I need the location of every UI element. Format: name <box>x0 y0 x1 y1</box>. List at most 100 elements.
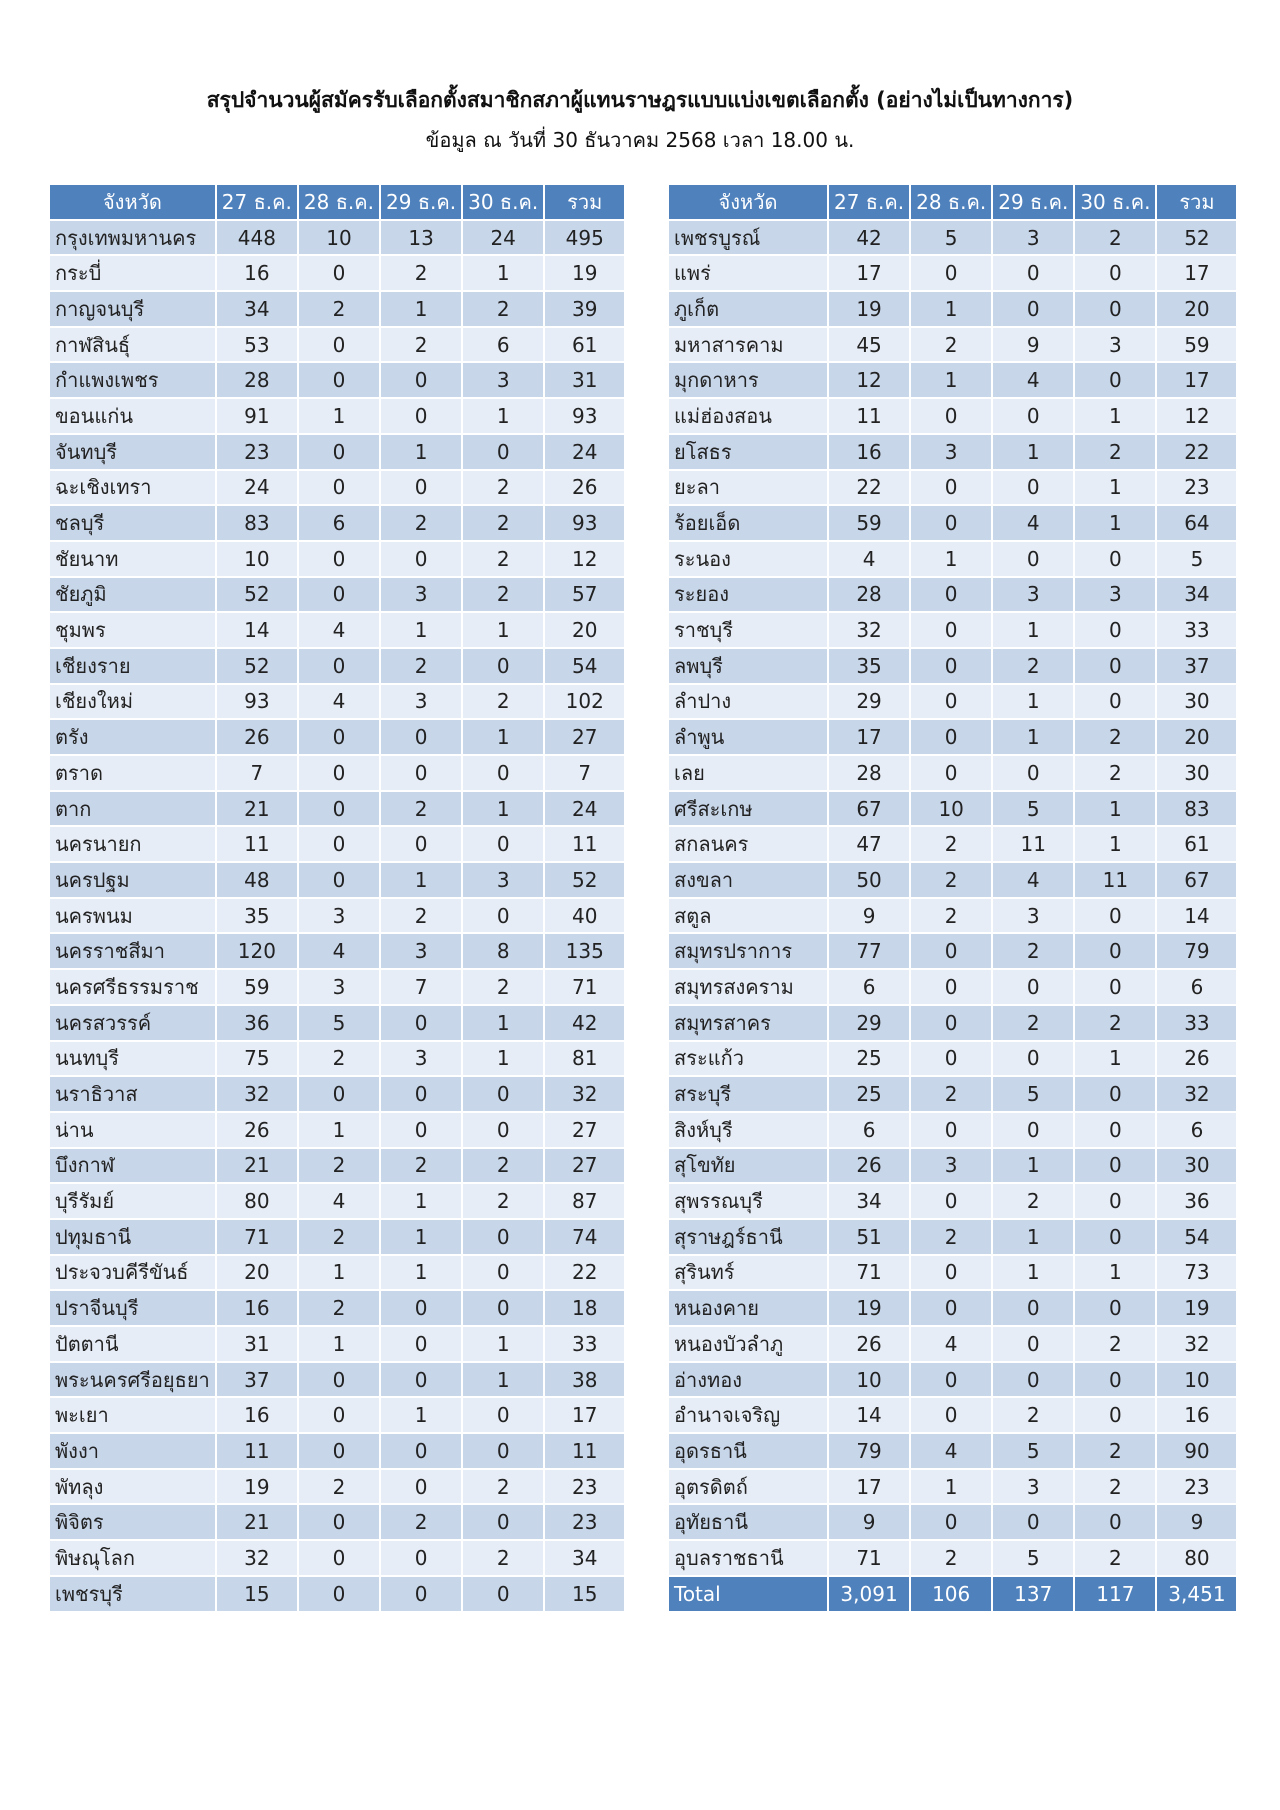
count-cell: 0 <box>296 861 382 899</box>
count-cell: 1 <box>461 1325 546 1363</box>
province-name: จันทบุรี <box>48 432 217 471</box>
count-cell: 1 <box>1073 1039 1158 1078</box>
data-row: กรุงเทพมหานคร 448 10 13 24 495 <box>48 218 627 257</box>
count-cell: 0 <box>909 1289 994 1327</box>
count-cell: 11 <box>214 1432 299 1470</box>
province-name: สุโขทัย <box>667 1146 829 1185</box>
count-cell: 0 <box>1073 1360 1158 1399</box>
province-name: ขอนแก่น <box>48 397 217 435</box>
count-cell: 1 <box>379 1217 464 1256</box>
data-row: บุรีรัมย์ 80 4 1 2 87 <box>48 1182 627 1220</box>
data-row: สงขลา 50 2 4 11 67 <box>667 861 1239 899</box>
count-cell: 39 <box>543 290 627 328</box>
data-row: นนทบุรี 75 2 3 1 81 <box>48 1039 627 1078</box>
count-cell: 11 <box>991 825 1076 864</box>
count-cell: 7 <box>214 754 299 792</box>
count-cell: 4 <box>296 682 382 721</box>
province-name: เลย <box>667 754 829 792</box>
count-cell: 0 <box>461 1396 546 1435</box>
province-name: ศรีสะเกษ <box>667 789 829 828</box>
count-cell: 59 <box>1155 325 1239 364</box>
count-cell: 2 <box>379 254 464 293</box>
count-cell: 0 <box>296 754 382 792</box>
count-cell: 33 <box>1155 611 1239 649</box>
province-name: ภูเก็ต <box>667 290 829 328</box>
count-cell: 0 <box>909 1003 994 1042</box>
data-row: อุทัยธานี 9 0 0 0 9 <box>667 1503 1239 1542</box>
count-cell: 0 <box>461 1432 546 1470</box>
count-cell: 93 <box>543 504 627 542</box>
count-cell: 12 <box>543 539 627 578</box>
count-cell: 0 <box>296 575 382 614</box>
count-cell: 21 <box>214 789 299 828</box>
count-cell: 0 <box>379 1432 464 1470</box>
data-row: แพร่ 17 0 0 0 17 <box>667 254 1239 293</box>
count-cell: 0 <box>1073 254 1158 293</box>
count-cell: 28 <box>214 361 299 400</box>
count-cell: 0 <box>296 1075 382 1113</box>
column-header: 29 ธ.ค. <box>379 183 464 221</box>
total-cell: 106 <box>909 1574 994 1613</box>
province-name: กาญจนบุรี <box>48 290 217 328</box>
data-row: อุบลราชธานี 71 2 5 2 80 <box>667 1539 1239 1577</box>
count-cell: 2 <box>909 1075 994 1113</box>
count-cell: 0 <box>991 1110 1076 1149</box>
count-cell: 25 <box>826 1075 912 1113</box>
count-cell: 0 <box>909 1396 994 1435</box>
count-cell: 2 <box>296 290 382 328</box>
count-cell: 34 <box>1155 575 1239 614</box>
count-cell: 10 <box>214 539 299 578</box>
data-row: สกลนคร 47 2 11 1 61 <box>667 825 1239 864</box>
count-cell: 0 <box>379 1289 464 1327</box>
province-name: มุกดาหาร <box>667 361 829 400</box>
count-cell: 0 <box>296 254 382 293</box>
data-row: ปราจีนบุรี 16 2 0 0 18 <box>48 1289 627 1327</box>
data-row: เชียงราย 52 0 2 0 54 <box>48 646 627 685</box>
province-name: นครนายก <box>48 825 217 864</box>
count-cell: 1 <box>991 1146 1076 1185</box>
column-header: 28 ธ.ค. <box>296 183 382 221</box>
count-cell: 1 <box>296 397 382 435</box>
count-cell: 12 <box>826 361 912 400</box>
count-cell: 71 <box>826 1539 912 1577</box>
count-cell: 57 <box>543 575 627 614</box>
province-name: หนองบัวลำภู <box>667 1325 829 1363</box>
data-row: สุรินทร์ 71 0 1 1 73 <box>667 1253 1239 1292</box>
count-cell: 2 <box>909 325 994 364</box>
province-name: ยะลา <box>667 468 829 507</box>
column-header: จังหวัด <box>667 183 829 221</box>
data-row: สระบุรี 25 2 5 0 32 <box>667 1075 1239 1113</box>
column-header: 27 ธ.ค. <box>826 183 912 221</box>
province-name: หนองคาย <box>667 1289 829 1327</box>
count-cell: 3 <box>991 575 1076 614</box>
data-row: พิจิตร 21 0 2 0 23 <box>48 1503 627 1542</box>
count-cell: 32 <box>1155 1075 1239 1113</box>
province-name: นครสวรรค์ <box>48 1003 217 1042</box>
data-row: พัทลุง 19 2 0 2 23 <box>48 1467 627 1506</box>
data-row: อำนาจเจริญ 14 0 2 0 16 <box>667 1396 1239 1435</box>
count-cell: 0 <box>296 468 382 507</box>
count-cell: 0 <box>1073 1146 1158 1185</box>
count-cell: 42 <box>543 1003 627 1042</box>
data-row: ลพบุรี 35 0 2 0 37 <box>667 646 1239 685</box>
data-row: อุตรดิตถ์ 17 1 3 2 23 <box>667 1467 1239 1506</box>
count-cell: 0 <box>379 1467 464 1506</box>
count-cell: 0 <box>461 754 546 792</box>
count-cell: 0 <box>461 432 546 471</box>
count-cell: 19 <box>543 254 627 293</box>
count-cell: 23 <box>543 1503 627 1542</box>
data-row: พิษณุโลก 32 0 0 2 34 <box>48 1539 627 1577</box>
count-cell: 4 <box>296 932 382 971</box>
data-row: ชัยภูมิ 52 0 3 2 57 <box>48 575 627 614</box>
province-name: ปทุมธานี <box>48 1217 217 1256</box>
count-cell: 0 <box>991 1289 1076 1327</box>
count-cell: 0 <box>379 1360 464 1399</box>
count-cell: 2 <box>461 468 546 507</box>
count-cell: 0 <box>296 1396 382 1435</box>
count-cell: 54 <box>543 646 627 685</box>
count-cell: 31 <box>214 1325 299 1363</box>
data-row: ราชบุรี 32 0 1 0 33 <box>667 611 1239 649</box>
count-cell: 0 <box>461 825 546 864</box>
count-cell: 73 <box>1155 1253 1239 1292</box>
province-name: สุพรรณบุรี <box>667 1182 829 1220</box>
